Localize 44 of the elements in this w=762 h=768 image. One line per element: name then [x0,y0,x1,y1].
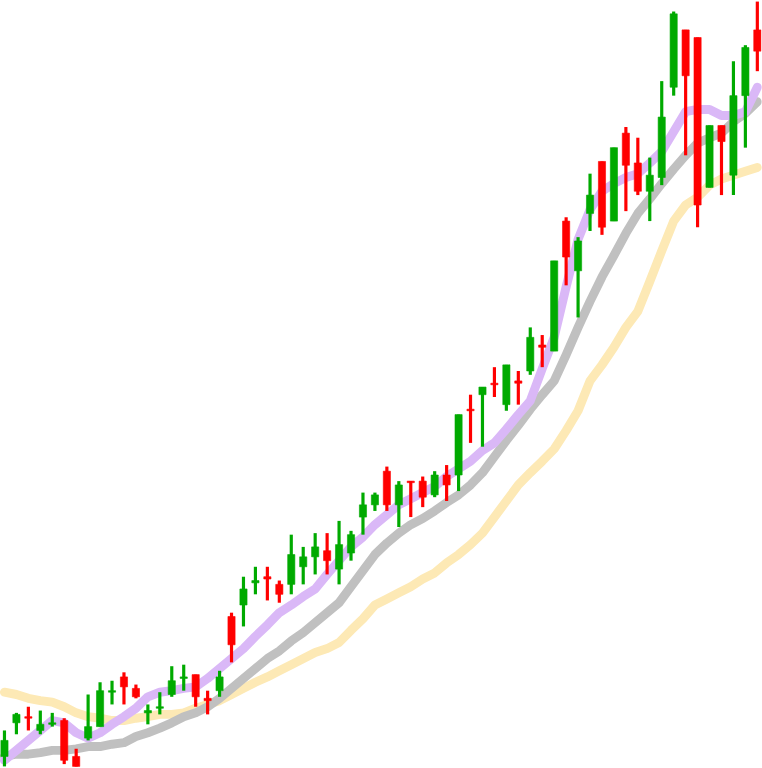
candlestick [144,702,152,726]
candlestick [586,172,594,233]
candlestick [239,575,248,629]
candlestick [383,465,391,513]
candlestick [167,664,176,699]
candlestick [430,469,439,499]
candlestick [502,363,511,413]
candlestick [191,673,200,709]
candlestick [215,669,224,699]
candlestick [347,529,355,563]
candlestick [466,393,475,445]
candlestick [251,565,260,596]
candlestick [227,611,236,664]
candlestick [753,0,762,73]
candlestick [359,491,367,537]
candlestick [84,692,93,742]
candlestick [717,123,726,197]
candlestick [538,333,547,369]
candlestick [179,663,188,693]
candlestick [203,689,212,716]
candlestick [526,325,535,377]
candlestick [263,565,272,603]
candlestick [622,125,630,213]
candlestick [108,679,116,707]
candlestick [442,463,451,503]
candlestick [634,136,642,197]
candlestick [371,491,379,513]
candlestick [156,690,164,716]
candlestick [275,578,284,605]
candlestick [24,705,33,733]
candlestick [323,531,332,577]
candlestick [574,235,583,320]
candlestick [120,670,128,707]
candlestick [490,365,499,399]
candlestick [478,385,487,449]
candlestick [395,479,403,529]
candlestick [514,369,523,407]
candlestick [60,716,69,766]
candlestick [12,711,21,736]
candlestick [0,728,9,768]
candlestick [96,680,105,729]
candlestick [562,215,571,287]
candlestick [335,519,344,586]
candlestick [311,531,320,577]
